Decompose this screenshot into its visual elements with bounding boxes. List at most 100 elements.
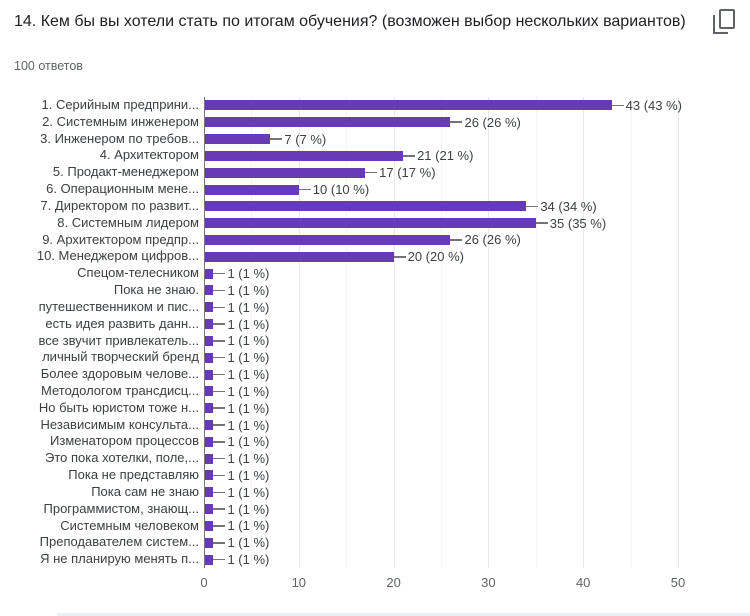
bar [204, 554, 214, 565]
category-label: 5. Продакт-менеджером [52, 164, 199, 180]
value-annotation-text: 1 (1 %) [227, 434, 270, 450]
gridline-major [488, 97, 490, 568]
value-annotation-text: 1 (1 %) [227, 400, 270, 416]
leader-line [213, 542, 226, 544]
leader-line [450, 121, 463, 123]
leader-line [213, 289, 226, 292]
bar [204, 319, 214, 330]
value-annotation-text: 1 (1 %) [227, 501, 270, 517]
value-annotation-text: 1 (1 %) [227, 266, 270, 282]
gridline-major [678, 97, 679, 568]
category-label: 8. Системным лидером [57, 214, 199, 230]
leader-line [213, 407, 226, 409]
gridline-major [583, 97, 585, 568]
value-annotation: 26 (26 %) [450, 114, 521, 131]
value-annotation: 10 (10 %) [298, 181, 369, 198]
value-annotation: 17 (17 %) [365, 164, 436, 181]
leader-line [213, 323, 226, 325]
x-tick-label: 50 [670, 575, 686, 590]
leader-line [611, 104, 624, 107]
value-annotation-text: 35 (35 %) [549, 215, 607, 231]
copy-chart-icon[interactable] [711, 9, 737, 38]
bar [204, 167, 366, 178]
x-tick-label: 30 [481, 575, 496, 590]
value-annotation-text: 1 (1 %) [227, 316, 270, 332]
gridline-minor [251, 97, 253, 568]
leader-line [213, 491, 226, 494]
bar [204, 268, 214, 279]
bar [204, 504, 214, 515]
value-annotation-text: 1 (1 %) [227, 417, 270, 433]
value-annotation-text: 1 (1 %) [227, 299, 270, 315]
value-annotation: 1 (1 %) [213, 467, 269, 484]
value-annotation: 1 (1 %) [213, 484, 269, 501]
category-label: Пока не знаю. [113, 282, 199, 298]
value-annotation: 1 (1 %) [213, 501, 269, 518]
leader-line [213, 558, 226, 561]
bar [204, 251, 394, 262]
bar [204, 150, 404, 161]
gridline-minor [535, 97, 537, 568]
leader-line [298, 188, 311, 191]
gridline-minor [346, 97, 348, 568]
x-tick-label: 10 [291, 575, 307, 590]
bar [204, 403, 214, 414]
x-tick-label: 0 [200, 575, 208, 590]
value-annotation: 26 (26 %) [450, 232, 521, 249]
x-tick-label: 40 [575, 575, 591, 590]
category-label: все звучит привлекатель... [38, 332, 199, 348]
category-label: есть идея развить данн... [45, 315, 199, 331]
bar [204, 453, 214, 464]
category-label: 4. Архитектором [99, 147, 199, 163]
leader-line [213, 474, 226, 477]
value-annotation-text: 20 (20 %) [407, 249, 464, 265]
value-annotation: 1 (1 %) [213, 450, 269, 467]
value-annotation-text: 43 (43 %) [625, 97, 682, 113]
value-annotation: 1 (1 %) [213, 349, 269, 366]
leader-line [213, 390, 226, 393]
leader-line [213, 373, 226, 376]
value-annotation: 1 (1 %) [213, 433, 269, 450]
bar [204, 369, 214, 380]
gridline-minor [630, 97, 632, 568]
copy-icon-back-sheet [713, 15, 728, 34]
category-label: 1. Серийным предприни... [41, 97, 199, 112]
bar [204, 386, 214, 397]
value-annotation-text: 17 (17 %) [379, 165, 436, 181]
value-annotation: 1 (1 %) [213, 534, 269, 551]
bar [204, 100, 612, 111]
leader-line [403, 155, 416, 157]
bar [204, 335, 214, 346]
value-annotation-text: 1 (1 %) [227, 282, 270, 298]
bar [204, 134, 271, 145]
value-annotation: 35 (35 %) [535, 215, 607, 232]
leader-line [213, 441, 226, 443]
value-annotation-text: 1 (1 %) [227, 333, 270, 349]
value-annotation-text: 26 (26 %) [464, 232, 521, 248]
value-annotation: 1 (1 %) [213, 518, 269, 535]
value-annotation: 34 (34 %) [526, 198, 597, 215]
bar [204, 470, 214, 481]
category-label: 7. Директором по развит... [40, 197, 199, 213]
category-label: Более здоровым челове... [40, 366, 199, 382]
bar [204, 218, 536, 229]
value-annotation-text: 1 (1 %) [227, 552, 270, 568]
value-annotation: 1 (1 %) [213, 299, 269, 316]
value-annotation-text: 1 (1 %) [227, 467, 270, 483]
value-annotation-text: 1 (1 %) [227, 484, 270, 500]
leader-line [535, 222, 548, 224]
bar [204, 436, 214, 447]
bar [204, 201, 527, 212]
value-annotation: 1 (1 %) [213, 551, 269, 568]
value-annotation: 1 (1 %) [213, 333, 269, 350]
value-annotation: 1 (1 %) [213, 282, 269, 299]
category-label: Пока сам не знаю [91, 483, 199, 499]
leader-line [213, 457, 226, 460]
value-annotation-text: 34 (34 %) [540, 198, 597, 214]
bar-chart-plot-area: 43 (43 %) 26 (26 %) 7 (7 %) 21 (21 %) 17 (17… [204, 97, 682, 568]
value-annotation: 20 (20 %) [393, 248, 464, 265]
category-label: Это пока хотелки, поле,... [45, 450, 199, 466]
value-annotation: 1 (1 %) [213, 383, 269, 400]
value-annotation: 21 (21 %) [403, 147, 473, 164]
